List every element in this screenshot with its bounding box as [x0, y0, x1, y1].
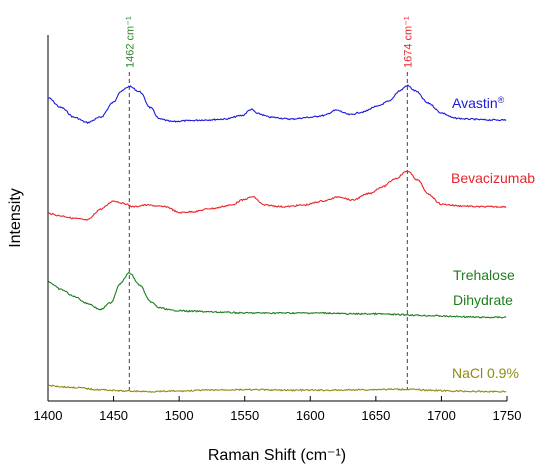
peak-label-1462: 1462 cm⁻¹ [124, 16, 136, 68]
series-line-2 [47, 271, 507, 319]
series-label-bevacizumab: Bevacizumab [451, 170, 535, 186]
peak-label-1674: 1674 cm⁻¹ [402, 16, 414, 68]
x-tick-label-1400: 1400 [34, 408, 63, 423]
series-label-trehalose-line1: Trehalose [453, 267, 515, 283]
x-tick-label-1750: 1750 [493, 408, 522, 423]
series-line-1 [47, 170, 507, 222]
series-line-3 [47, 384, 507, 393]
x-tick-label-1600: 1600 [296, 408, 325, 423]
series-label-nacl: NaCl 0.9% [452, 365, 519, 381]
series-line-0 [47, 84, 507, 125]
x-tick-label-1700: 1700 [427, 408, 456, 423]
x-ticks: 1400 1450 1500 1550 1600 1650 1700 1750 [34, 396, 522, 423]
series-label-avastin: Avastin® [452, 95, 505, 111]
spectra-series [47, 84, 507, 393]
series-label-trehalose-line2: Dihydrate [453, 292, 513, 308]
x-tick-label-1550: 1550 [230, 408, 259, 423]
x-axis-title: Raman Shift (cm⁻¹) [208, 447, 346, 464]
x-tick-label-1650: 1650 [361, 408, 390, 423]
peak-annotations: 1462 cm⁻¹ 1674 cm⁻¹ [124, 16, 414, 390]
x-tick-label-1500: 1500 [165, 408, 194, 423]
x-tick-label-1450: 1450 [99, 408, 128, 423]
y-axis-title: Intensity [7, 188, 24, 248]
